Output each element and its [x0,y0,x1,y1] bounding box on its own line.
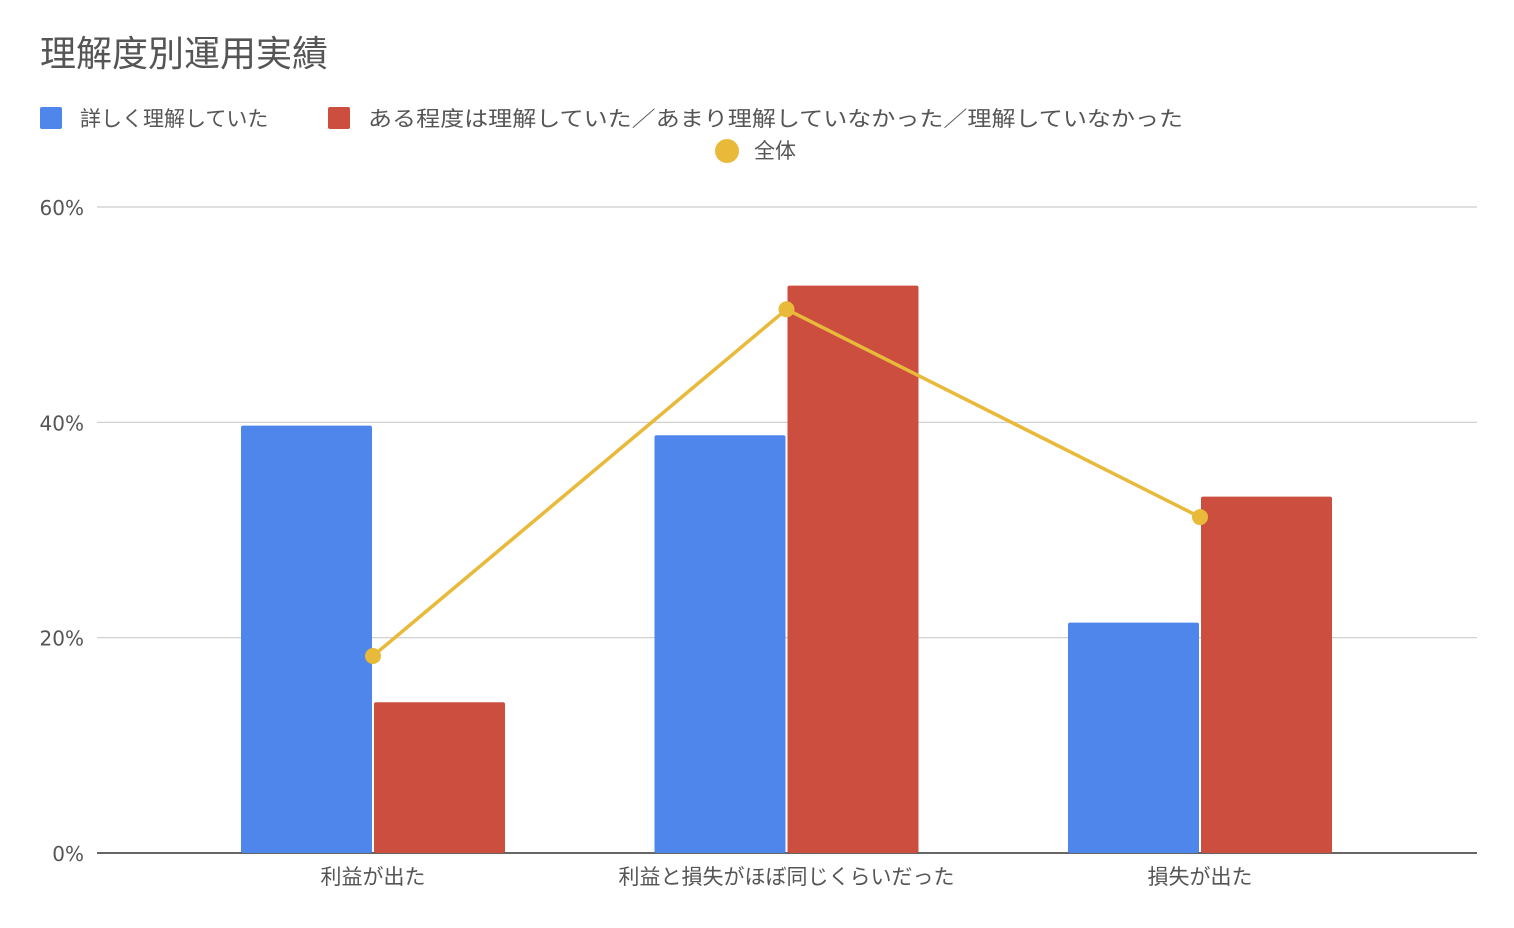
gridlines: 0% 20% 40% 60% [40,196,1477,866]
legend-label-3: 全体 [754,139,796,163]
line-point-1 [365,647,381,664]
line-path [371,307,1201,658]
bar-2-2 [787,285,919,853]
bar-1-2 [654,435,786,853]
legend: 詳しく理解していた ある程度は理解していた／あまり理解していなかった／理解していな… [40,107,1183,163]
legend-swatch-3 [715,139,739,163]
legend-label-1: 詳しく理解していた [80,107,268,131]
bar-2-3 [1201,496,1332,853]
y-tick-label: 0% [52,842,84,866]
bars [241,285,1332,853]
bar-2-1 [374,702,505,853]
x-axis-labels: 利益が出た 利益と損失がほぼ同じくらいだった 損失が出た [321,865,1253,889]
line-point-3 [1192,509,1208,526]
y-tick-label: 40% [40,411,84,435]
x-tick-label: 損失が出た [1148,865,1253,889]
legend-swatch-1 [40,107,62,129]
line-point-2 [778,301,795,318]
y-tick-label: 20% [40,627,84,651]
bar-1-3 [1068,622,1199,853]
line-series [365,301,1208,664]
legend-label-2: ある程度は理解していた／あまり理解していなかった／理解していなかった [368,107,1183,131]
x-tick-label: 利益が出た [321,865,426,889]
bar-1-1 [241,425,372,853]
legend-swatch-2 [328,107,350,129]
x-tick-label: 利益と損失がほぼ同じくらいだった [619,865,955,889]
y-tick-label: 60% [40,196,84,220]
chart-title: 理解度別運用実績 [40,34,328,75]
